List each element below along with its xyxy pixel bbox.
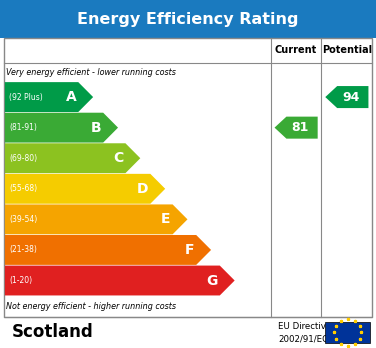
Text: 81: 81 <box>291 121 309 134</box>
Text: (92 Plus): (92 Plus) <box>9 93 43 102</box>
Text: (81-91): (81-91) <box>9 123 37 132</box>
Text: C: C <box>113 151 124 165</box>
Polygon shape <box>5 113 118 143</box>
Polygon shape <box>5 143 140 173</box>
Text: Not energy efficient - higher running costs: Not energy efficient - higher running co… <box>6 302 176 311</box>
Text: Energy Efficiency Rating: Energy Efficiency Rating <box>77 11 299 27</box>
Polygon shape <box>274 117 318 139</box>
Text: Potential: Potential <box>322 46 372 55</box>
Text: D: D <box>137 182 149 196</box>
Polygon shape <box>5 266 235 295</box>
Text: 94: 94 <box>342 90 359 104</box>
Bar <box>4 38 372 317</box>
Text: G: G <box>206 274 218 287</box>
Text: (1-20): (1-20) <box>9 276 33 285</box>
Text: EU Directive: EU Directive <box>278 322 332 331</box>
Bar <box>325 322 370 342</box>
Polygon shape <box>5 174 165 204</box>
Polygon shape <box>325 86 368 108</box>
Text: Very energy efficient - lower running costs: Very energy efficient - lower running co… <box>6 68 176 77</box>
Bar <box>0 0 376 38</box>
Text: B: B <box>91 121 101 135</box>
Text: 2002/91/EC: 2002/91/EC <box>278 334 328 343</box>
Text: F: F <box>185 243 194 257</box>
Text: (21-38): (21-38) <box>9 245 37 254</box>
Polygon shape <box>5 82 93 112</box>
Text: (39-54): (39-54) <box>9 215 38 224</box>
Text: Current: Current <box>275 46 317 55</box>
Polygon shape <box>5 204 188 234</box>
Text: (55-68): (55-68) <box>9 184 38 193</box>
Text: (69-80): (69-80) <box>9 154 38 163</box>
Text: Scotland: Scotland <box>11 323 93 341</box>
Text: A: A <box>66 90 76 104</box>
Text: E: E <box>161 212 171 226</box>
Polygon shape <box>5 235 211 265</box>
